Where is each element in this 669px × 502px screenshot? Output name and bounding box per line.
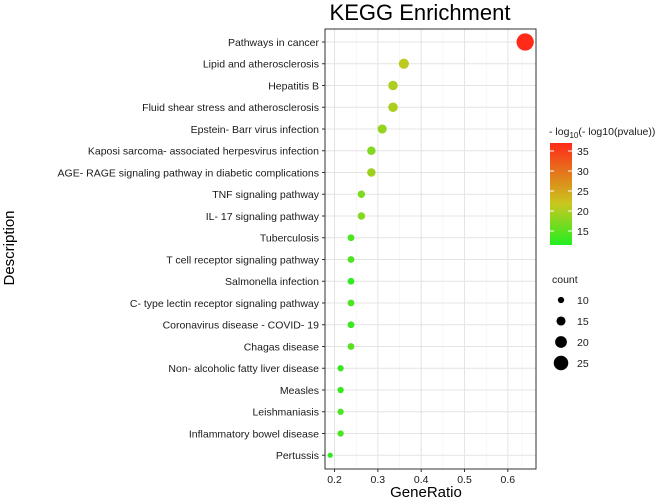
grid-lines — [325, 29, 536, 469]
y-tick-label: Salmonella infection — [225, 276, 319, 288]
y-tick-label: Measles — [280, 385, 319, 397]
y-axis-title: Description — [1, 210, 18, 285]
y-tick-label: T cell receptor signaling pathway — [166, 254, 319, 266]
data-point — [347, 256, 355, 263]
data-point — [357, 190, 366, 198]
size-legend-label: 20 — [577, 337, 589, 349]
y-tick-label: Coronavirus disease - COVID- 19 — [163, 320, 320, 332]
size-legend-label: 10 — [577, 295, 589, 307]
plot-area: Pathways in cancer Lipid and atherosclero… — [58, 28, 537, 486]
color-legend-bar — [550, 143, 572, 245]
data-point — [347, 343, 355, 350]
data-point — [377, 124, 387, 134]
y-tick-label: IL- 17 signaling pathway — [206, 211, 320, 223]
y-tick-label: Chagas disease — [244, 341, 319, 353]
data-point — [347, 299, 355, 307]
x-tick-labels: 0.2 0.3 0.4 0.5 0.6 — [327, 469, 515, 486]
size-legend-dot — [555, 336, 567, 348]
data-point — [327, 452, 333, 458]
y-tick-label: Pathways in cancer — [228, 37, 320, 49]
y-tick-labels: Pathways in cancer Lipid and atherosclero… — [58, 37, 325, 462]
color-legend-tick-label: 25 — [577, 186, 589, 198]
data-point — [347, 321, 355, 329]
size-legend-dot — [557, 296, 565, 304]
size-legend-dot — [553, 355, 569, 371]
y-tick-label: Tuberculosis — [260, 233, 319, 245]
y-tick-label: Leishmaniasis — [252, 407, 319, 419]
data-point — [347, 234, 355, 242]
y-tick-label: Fluid shear stress and atherosclerosis — [142, 102, 319, 114]
y-tick-label: TNF signaling pathway — [212, 189, 320, 201]
data-point — [337, 386, 344, 394]
data-point — [347, 277, 355, 285]
color-legend-tick-label: 20 — [577, 206, 589, 218]
x-axis-title: GeneRatio — [390, 484, 462, 501]
color-legend-title-suffix: (- log10(pvalue)) — [578, 126, 655, 138]
data-points — [327, 33, 534, 458]
size-legend-label: 25 — [577, 358, 589, 370]
size-legend-dot — [556, 316, 566, 326]
color-legend: - log10(- log10(pvalue)) 15 20 25 30 35 — [549, 126, 655, 245]
size-legend-title: count — [552, 274, 578, 286]
color-legend-tick-label: 15 — [577, 226, 589, 238]
y-tick-label: Lipid and atherosclerosis — [203, 59, 319, 71]
plot-panel — [325, 29, 536, 469]
size-legend-label: 15 — [577, 316, 589, 328]
chart-title: KEGG Enrichment — [330, 0, 511, 25]
plot-border — [324, 28, 537, 470]
y-tick-label: Inflammatory bowel disease — [189, 428, 319, 440]
data-point — [367, 146, 376, 155]
y-tick-label: C- type lectin receptor signaling pathwa… — [130, 298, 320, 310]
data-point — [398, 58, 409, 69]
color-legend-title: - log10(- log10(pvalue)) — [549, 126, 655, 140]
x-tick-label: 0.3 — [371, 474, 386, 486]
y-tick-label: AGE- RAGE signaling pathway in diabetic … — [58, 167, 319, 179]
data-point — [516, 33, 534, 51]
data-point — [337, 430, 344, 437]
x-tick-label: 0.4 — [414, 474, 429, 486]
color-legend-title-subscript: 10 — [569, 131, 578, 140]
data-point — [337, 408, 344, 415]
x-tick-label: 0.5 — [457, 474, 472, 486]
x-tick-label: 0.6 — [501, 474, 516, 486]
data-point — [388, 80, 398, 91]
y-tick-label: Non- alcoholic fatty liver disease — [168, 363, 319, 375]
color-legend-tick-label: 35 — [577, 146, 589, 158]
size-legend: count 10 15 20 25 — [552, 274, 589, 371]
x-tick-label: 0.2 — [327, 474, 342, 486]
data-point — [337, 365, 344, 372]
data-point — [357, 212, 366, 220]
y-tick-label: Kaposi sarcoma- associated herpesvirus i… — [88, 146, 319, 158]
y-tick-label: Hepatitis B — [268, 80, 319, 92]
y-tick-label: Epstein- Barr virus infection — [191, 124, 320, 136]
data-point — [388, 102, 398, 113]
color-legend-tick-label: 30 — [577, 166, 589, 178]
y-tick-label: Pertussis — [276, 450, 319, 462]
data-point — [367, 168, 376, 177]
color-legend-title-prefix: - log — [549, 126, 570, 138]
